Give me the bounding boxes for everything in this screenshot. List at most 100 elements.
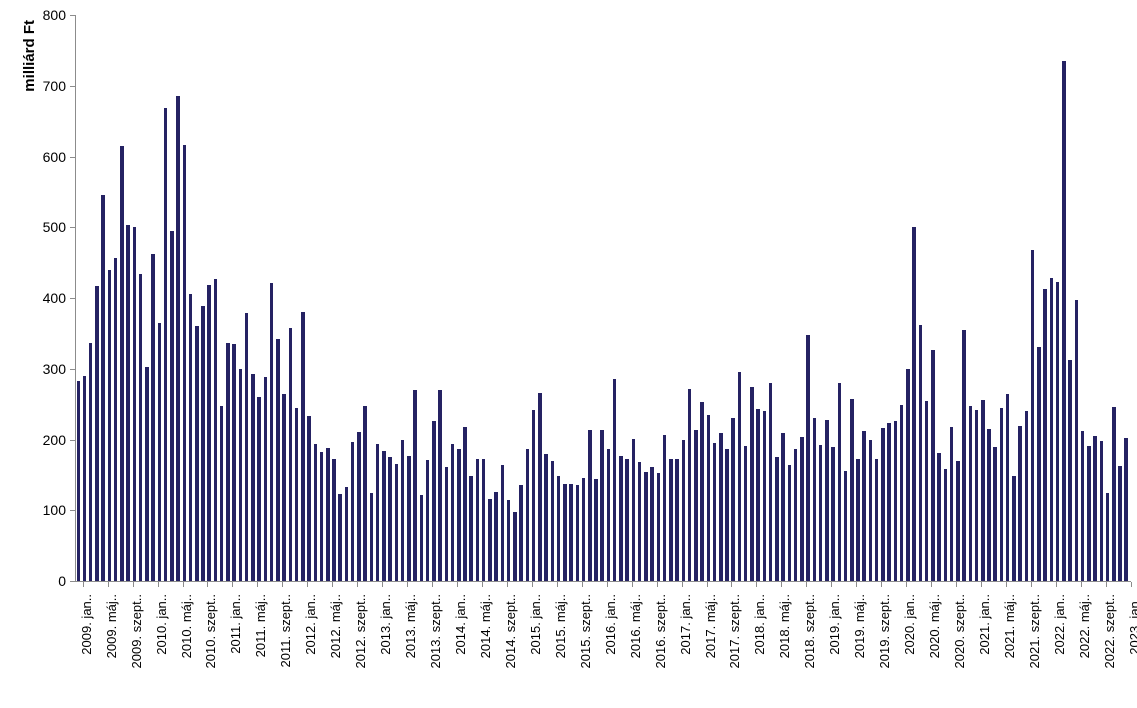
bar: [213, 279, 218, 581]
x-tick-label: 2017. szept..: [727, 594, 742, 669]
bar: [937, 453, 941, 581]
bar: [737, 372, 742, 581]
y-tick-label: 200: [42, 432, 66, 448]
x-tick-mark: [382, 582, 383, 587]
x-tick-mark: [232, 582, 233, 587]
x-tick-label: 2012. szept..: [353, 594, 368, 669]
bar: [987, 429, 991, 581]
x-tick-label: 2011. jan..: [228, 594, 243, 654]
bar: [251, 374, 255, 581]
bar: [95, 286, 99, 581]
bar: [326, 448, 330, 581]
x-tick-label: 2017. máj..: [703, 594, 718, 659]
bar: [762, 411, 767, 581]
bar: [731, 418, 735, 581]
bar: [457, 449, 461, 581]
bar: [238, 369, 243, 581]
x-tick-mark: [956, 582, 957, 587]
bar: [594, 479, 598, 581]
x-tick-label: 2016. szept..: [653, 594, 668, 669]
bar: [425, 460, 430, 581]
x-tick-label: 2022. máj..: [1077, 594, 1092, 659]
bar: [993, 447, 997, 581]
x-tick-label: 2020. jan..: [902, 594, 917, 655]
bar: [1030, 250, 1035, 581]
x-tick-mark: [532, 582, 533, 587]
bar: [88, 343, 93, 581]
bar: [182, 145, 186, 581]
x-tick-mark: [507, 582, 508, 587]
bar: [338, 494, 342, 581]
bar: [775, 457, 779, 581]
bar: [388, 457, 392, 581]
y-tick-label: 800: [42, 7, 66, 23]
x-tick-mark: [1081, 582, 1082, 587]
x-tick-label: 2011. szept..: [278, 594, 293, 668]
bar: [170, 231, 174, 581]
x-tick-label: 2012. jan..: [303, 594, 318, 655]
bar: [694, 430, 698, 581]
x-tick-mark: [981, 582, 982, 587]
bar: [1124, 438, 1128, 581]
y-tick-label: 500: [42, 219, 66, 235]
bar: [307, 416, 311, 581]
bar: [126, 225, 130, 581]
x-tick-mark: [682, 582, 683, 587]
x-tick-mark: [183, 582, 184, 587]
x-tick-label: 2010. máj..: [179, 594, 194, 659]
bar: [444, 467, 448, 581]
bar: [1018, 426, 1022, 581]
bar: [407, 456, 411, 581]
bar: [637, 462, 642, 581]
bar: [600, 430, 604, 581]
bar: [1099, 441, 1103, 581]
bar: [1068, 360, 1072, 581]
bar: [812, 418, 816, 581]
bar: [450, 444, 455, 581]
bar: [101, 195, 105, 581]
x-tick-label: 2009. jan..: [79, 594, 94, 655]
bar: [1037, 347, 1041, 581]
x-tick-mark: [831, 582, 832, 587]
bar: [825, 420, 829, 581]
bar: [650, 467, 654, 581]
x-tick-label: 2019. szept..: [877, 594, 892, 669]
x-tick-label: 2011. máj..: [253, 594, 268, 658]
bar: [787, 465, 792, 581]
bar: [612, 379, 617, 581]
bar: [282, 394, 286, 581]
bar: [743, 446, 748, 581]
bar: [831, 447, 835, 581]
bar: [1093, 436, 1097, 581]
x-tick-label: 2021. jan..: [977, 594, 992, 655]
bar: [999, 408, 1004, 581]
bar: [581, 478, 586, 581]
bar: [656, 473, 661, 581]
y-tick-mark: [70, 369, 75, 370]
bar: [719, 433, 723, 581]
bar: [662, 435, 667, 581]
bar: [488, 499, 492, 581]
y-tick-mark: [70, 581, 75, 582]
bar: [563, 484, 567, 581]
bar: [781, 433, 785, 581]
bar: [132, 227, 137, 581]
x-axis-line: [75, 581, 1131, 582]
x-tick-label: 2023. jan..: [1127, 594, 1137, 655]
bar: [981, 400, 985, 581]
y-tick-mark: [70, 510, 75, 511]
x-tick-mark: [357, 582, 358, 587]
x-tick-mark: [931, 582, 932, 587]
x-tick-label: 2015. jan..: [528, 594, 543, 655]
x-tick-label: 2019. jan..: [827, 594, 842, 655]
bar: [500, 465, 505, 581]
y-tick-label: 100: [42, 502, 66, 518]
bar: [887, 423, 891, 581]
bar: [1005, 394, 1010, 581]
bar: [943, 469, 947, 581]
x-tick-label: 2021. szept..: [1027, 594, 1042, 669]
bar: [82, 376, 87, 581]
bar: [319, 452, 324, 581]
bar: [432, 421, 436, 581]
x-tick-mark: [731, 582, 732, 587]
